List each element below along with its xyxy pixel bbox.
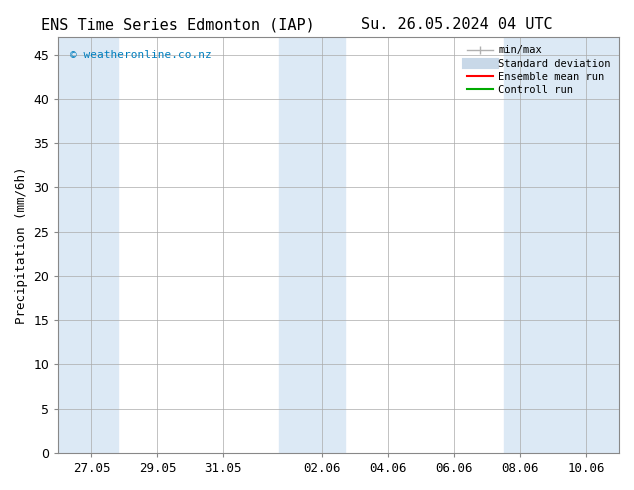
- Bar: [503, 37, 553, 453]
- Text: ENS Time Series Edmonton (IAP): ENS Time Series Edmonton (IAP): [41, 17, 314, 32]
- Text: © weatheronline.co.nz: © weatheronline.co.nz: [70, 49, 211, 59]
- Y-axis label: Precipitation (mm/6h): Precipitation (mm/6h): [15, 166, 28, 324]
- Bar: [58, 37, 118, 453]
- Text: Su. 26.05.2024 04 UTC: Su. 26.05.2024 04 UTC: [361, 17, 552, 32]
- Bar: [280, 37, 346, 453]
- Bar: [553, 37, 619, 453]
- Legend: min/max, Standard deviation, Ensemble mean run, Controll run: min/max, Standard deviation, Ensemble me…: [464, 42, 614, 98]
